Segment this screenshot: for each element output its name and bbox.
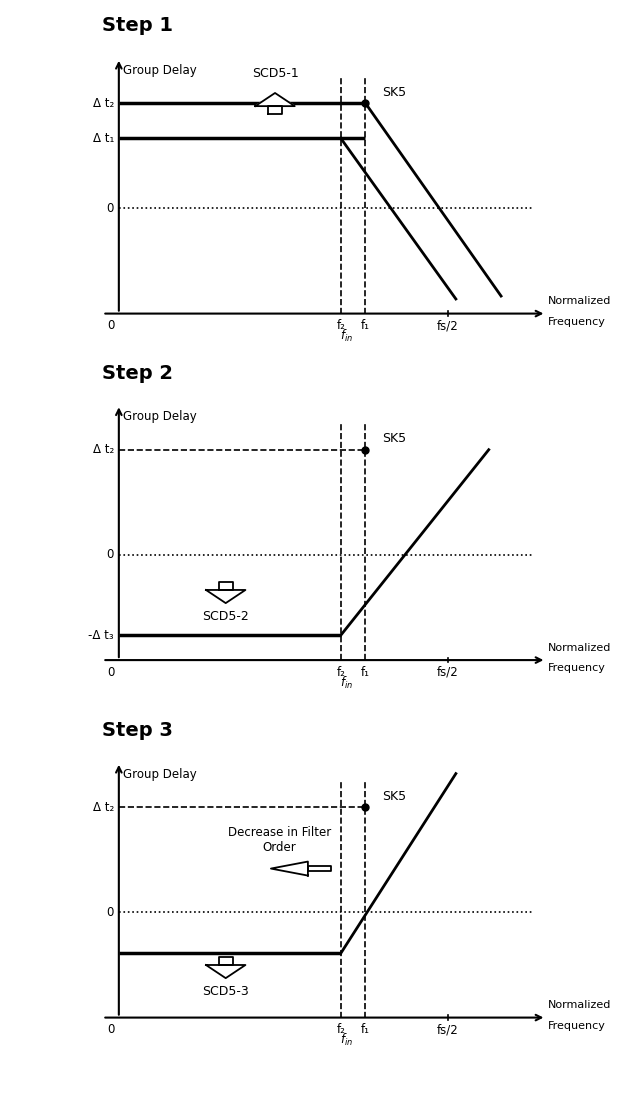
Text: SCD5-2: SCD5-2 bbox=[202, 610, 249, 624]
Text: Normalized: Normalized bbox=[548, 642, 612, 652]
Text: $f_{in}$: $f_{in}$ bbox=[340, 1032, 353, 1048]
Polygon shape bbox=[206, 590, 245, 603]
Text: Step 2: Step 2 bbox=[102, 364, 173, 383]
Text: Δ t₂: Δ t₂ bbox=[93, 97, 114, 110]
Text: Δ t₂: Δ t₂ bbox=[93, 801, 114, 814]
Polygon shape bbox=[219, 582, 232, 590]
Text: Normalized: Normalized bbox=[548, 296, 612, 306]
Text: Group Delay: Group Delay bbox=[123, 64, 196, 77]
Text: f₁: f₁ bbox=[361, 319, 370, 332]
Text: -Δ t₃: -Δ t₃ bbox=[88, 629, 114, 641]
Text: $f_{in}$: $f_{in}$ bbox=[340, 674, 353, 691]
Text: f₁: f₁ bbox=[361, 1023, 370, 1036]
Text: SCD5-3: SCD5-3 bbox=[202, 986, 249, 999]
Text: Δ t₂: Δ t₂ bbox=[93, 443, 114, 456]
Text: SK5: SK5 bbox=[382, 790, 406, 803]
Text: f₂: f₂ bbox=[337, 319, 345, 332]
Text: 0: 0 bbox=[108, 666, 115, 679]
Text: Step 3: Step 3 bbox=[102, 722, 173, 740]
Text: SCD5-1: SCD5-1 bbox=[252, 67, 298, 80]
Text: Frequency: Frequency bbox=[548, 663, 606, 673]
Text: Frequency: Frequency bbox=[548, 317, 606, 327]
Text: f₂: f₂ bbox=[337, 666, 345, 679]
Text: 0: 0 bbox=[106, 906, 114, 918]
Polygon shape bbox=[271, 861, 308, 876]
Text: Step 1: Step 1 bbox=[102, 16, 173, 35]
Polygon shape bbox=[268, 106, 282, 114]
Text: Δ t₁: Δ t₁ bbox=[93, 132, 114, 145]
Polygon shape bbox=[255, 94, 295, 106]
Text: Normalized: Normalized bbox=[548, 1000, 612, 1010]
Text: SK5: SK5 bbox=[382, 86, 406, 99]
Text: 0: 0 bbox=[106, 549, 114, 561]
Polygon shape bbox=[308, 866, 330, 871]
Text: fs/2: fs/2 bbox=[436, 666, 458, 679]
Text: fs/2: fs/2 bbox=[436, 1023, 458, 1036]
Text: $f_{in}$: $f_{in}$ bbox=[340, 328, 353, 344]
Text: SK5: SK5 bbox=[382, 432, 406, 446]
Text: f₂: f₂ bbox=[337, 1023, 345, 1036]
Text: 0: 0 bbox=[108, 319, 115, 332]
Text: Group Delay: Group Delay bbox=[123, 768, 196, 781]
Text: Decrease in Filter
Order: Decrease in Filter Order bbox=[227, 826, 331, 854]
Text: 0: 0 bbox=[106, 202, 114, 215]
Text: f₁: f₁ bbox=[361, 666, 370, 679]
Text: 0: 0 bbox=[108, 1023, 115, 1036]
Polygon shape bbox=[219, 957, 232, 965]
Text: Group Delay: Group Delay bbox=[123, 410, 196, 424]
Text: Frequency: Frequency bbox=[548, 1021, 606, 1031]
Text: fs/2: fs/2 bbox=[436, 319, 458, 332]
Polygon shape bbox=[206, 965, 245, 978]
